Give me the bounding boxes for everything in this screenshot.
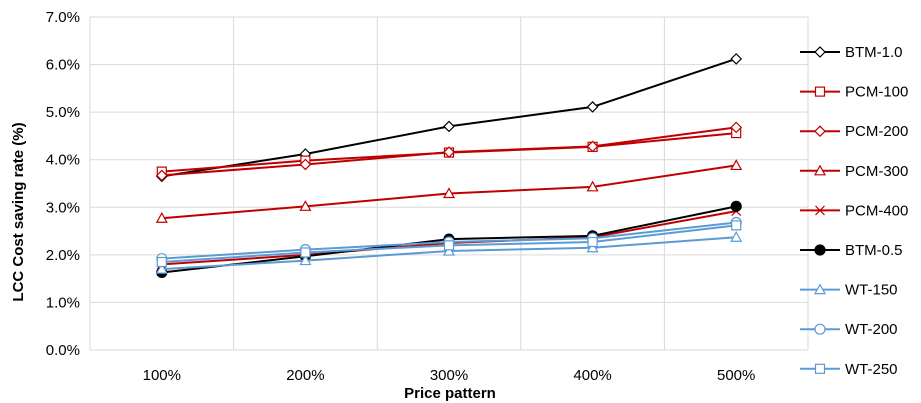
y-tick-label: 1.0% (46, 294, 80, 311)
data-point-square (300, 247, 311, 258)
series-pcm-300 (155, 159, 743, 223)
y-tick-label: 0.0% (46, 342, 80, 359)
data-point-circle (730, 200, 742, 212)
y-tick-label: 7.0% (46, 9, 80, 26)
data-point-square (156, 256, 167, 268)
data-point-diamond (586, 140, 599, 153)
legend-item: WT-150 (800, 282, 898, 299)
legend-marker (815, 205, 825, 216)
data-point-diamond (155, 169, 168, 182)
legend-marker (813, 164, 827, 176)
legend-marker (814, 244, 826, 256)
y-axis-title: LCC Cost saving rate (%) (10, 122, 27, 301)
legend-marker (814, 86, 826, 97)
legend-marker (814, 125, 826, 138)
legend-item: PCM-300 (800, 163, 908, 180)
data-point-triangle (155, 211, 168, 223)
data-point-diamond (299, 158, 312, 171)
data-point-square (731, 220, 742, 231)
legend-item: WT-250 (800, 361, 898, 378)
x-axis-title: Price pattern (404, 385, 496, 402)
x-tick-label: 300% (430, 367, 468, 384)
legend-marker (814, 46, 826, 58)
legend-marker (814, 323, 826, 335)
legend-item: BTM-0.5 (800, 242, 903, 259)
legend-label: PCM-300 (845, 163, 908, 180)
legend-marker (814, 363, 826, 374)
y-tick-label: 3.0% (46, 199, 80, 216)
axes: 0.0% 1.0% 2.0% 3.0% 4.0% 5.0% 6.0% 7.0% 100% 200%… (46, 9, 756, 384)
series-btm-1.0 (155, 53, 743, 183)
legend-label: PCM-100 (845, 84, 908, 101)
grid (89, 16, 809, 351)
legend-item: PCM-200 (800, 123, 908, 140)
data-point-diamond (730, 121, 743, 134)
legend-label: WT-150 (845, 282, 898, 299)
data-point-triangle (730, 231, 743, 242)
legend-item: WT-200 (800, 321, 898, 338)
y-tick-label: 2.0% (46, 247, 80, 264)
legend-label: WT-200 (845, 321, 898, 338)
legend-label: BTM-1.0 (845, 44, 903, 61)
x-tick-label: 200% (286, 367, 324, 384)
series-lines (155, 53, 743, 279)
y-tick-label: 4.0% (46, 152, 80, 169)
legend-marker (813, 283, 827, 295)
series-line (161, 57, 737, 178)
data-point-triangle (442, 244, 456, 256)
data-point-diamond (443, 146, 455, 158)
series-wt-250 (156, 220, 742, 268)
data-point-square (587, 236, 598, 248)
data-point-square (443, 240, 455, 251)
legend-label: PCM-200 (845, 123, 908, 140)
data-point-triangle (299, 200, 312, 211)
legend-label: PCM-400 (845, 202, 908, 219)
data-point-diamond (730, 53, 743, 65)
data-point-diamond (586, 101, 599, 113)
data-point-diamond (443, 120, 455, 133)
legend-item: PCM-400 (800, 202, 908, 219)
series-pcm-200 (155, 121, 743, 182)
legend: BTM-1.0 PCM-100 PCM-200 PCM-300 PCM-400 BTM-0… (800, 44, 908, 378)
x-tick-label: 400% (573, 367, 611, 384)
legend-item: PCM-100 (800, 84, 908, 101)
y-tick-label: 5.0% (46, 104, 80, 121)
legend-label: BTM-0.5 (845, 242, 903, 259)
legend-label: WT-250 (845, 361, 898, 378)
data-point-triangle (442, 187, 456, 199)
y-tick-label: 6.0% (46, 57, 80, 74)
data-point-triangle (586, 241, 599, 253)
data-point-triangle (730, 159, 743, 171)
data-point-triangle (299, 254, 312, 266)
x-tick-label: 100% (143, 367, 181, 384)
data-point-triangle (586, 180, 599, 192)
legend-item: BTM-1.0 (800, 44, 903, 61)
x-tick-label: 500% (717, 367, 755, 384)
data-point-triangle (155, 262, 168, 274)
series-wt-150 (155, 231, 743, 274)
